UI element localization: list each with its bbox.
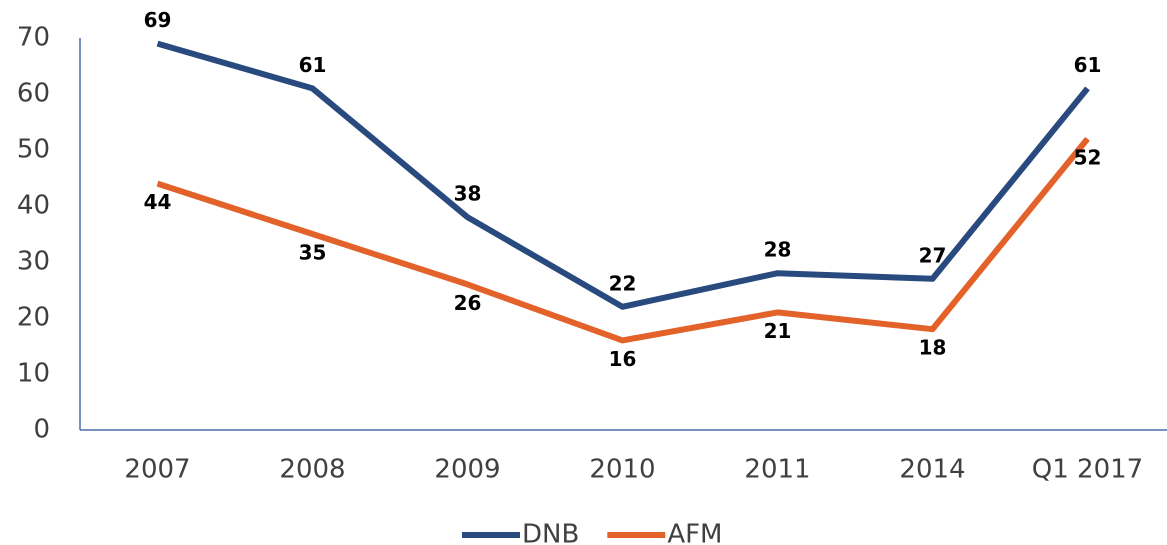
data-label: 44 <box>144 190 172 214</box>
data-label: 52 <box>1074 145 1102 169</box>
series-line <box>156 40 1090 310</box>
series-line <box>156 136 1090 344</box>
x-tick-label: 2008 <box>279 455 345 485</box>
legend-label: DNB <box>522 520 579 545</box>
y-tick-label: 30 <box>17 247 50 277</box>
x-tick-label: 2014 <box>899 455 965 485</box>
y-tick-label: 10 <box>17 359 50 389</box>
x-tick-label: 2009 <box>434 455 500 485</box>
data-label: 61 <box>1074 53 1102 77</box>
y-tick-label: 70 <box>17 23 50 53</box>
legend-label: AFM <box>667 520 722 545</box>
y-tick-label: 0 <box>33 415 50 445</box>
data-label: 28 <box>764 238 792 262</box>
data-label: 35 <box>299 241 327 265</box>
data-label: 26 <box>454 291 482 315</box>
data-label: 16 <box>609 347 637 371</box>
x-tick-label: 2010 <box>589 455 655 485</box>
data-label: 38 <box>454 182 482 206</box>
data-label: 61 <box>299 53 327 77</box>
x-tick-label: 2007 <box>124 455 190 485</box>
data-label: 69 <box>144 8 172 32</box>
x-tick-label: Q1 2017 <box>1032 455 1143 485</box>
y-tick-label: 60 <box>17 79 50 109</box>
y-tick-label: 20 <box>17 303 50 333</box>
data-label: 18 <box>919 336 947 360</box>
data-label: 27 <box>919 243 947 267</box>
data-label: 21 <box>764 319 792 343</box>
y-tick-label: 50 <box>17 135 50 165</box>
y-tick-label: 40 <box>17 191 50 221</box>
data-label: 22 <box>609 271 637 295</box>
x-tick-label: 2011 <box>744 455 810 485</box>
